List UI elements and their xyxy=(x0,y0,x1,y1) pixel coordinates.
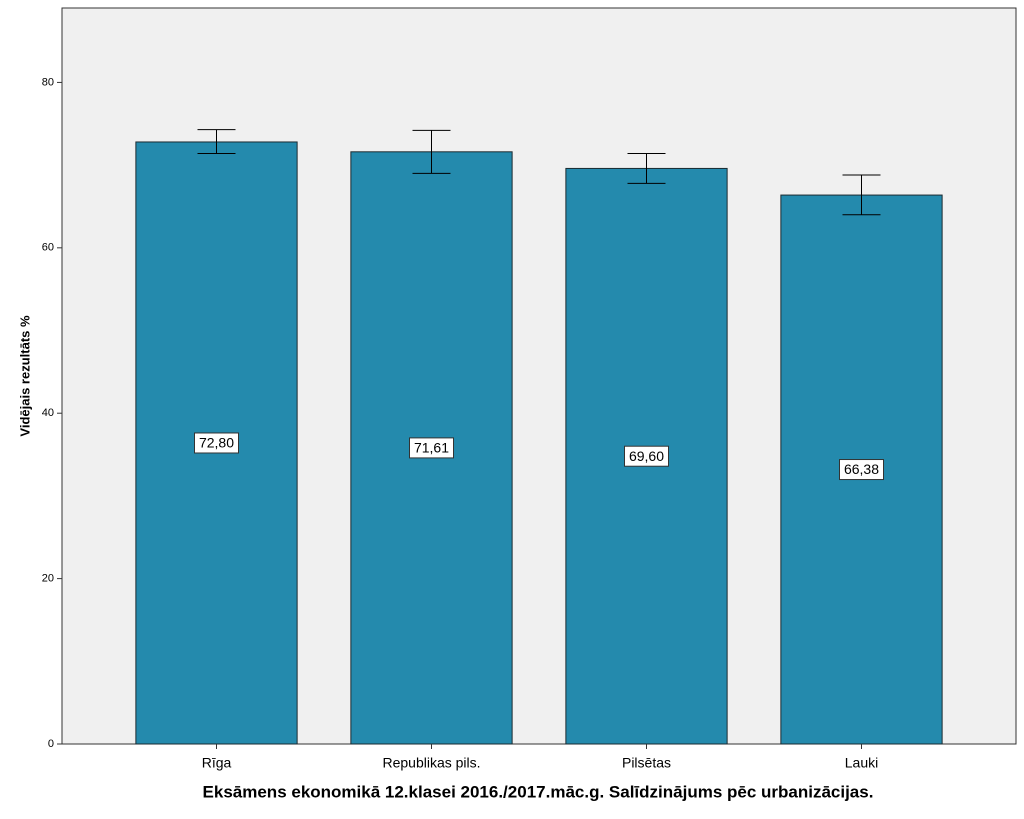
value-label-box xyxy=(839,459,884,481)
y-tick-label: 0 xyxy=(48,738,54,750)
value-label-box xyxy=(624,445,669,467)
chart-title: Eksāmens ekonomikā 12.klasei 2016./2017.… xyxy=(203,782,874,801)
error-bar xyxy=(197,129,236,155)
y-tick-label: 40 xyxy=(42,407,54,419)
x-tick-label: Lauki xyxy=(845,755,878,771)
y-axis-label: Vidējais rezultāts % xyxy=(17,315,32,437)
x-tick-label: Rīga xyxy=(202,755,232,771)
error-bar xyxy=(842,174,881,216)
x-tick-label: Pilsētas xyxy=(622,755,671,771)
y-tick-label: 60 xyxy=(42,242,54,254)
value-label-box xyxy=(194,432,239,454)
value-label: 69,60 xyxy=(629,448,664,464)
x-tick-label: Republikas pils. xyxy=(382,755,480,771)
y-tick-label: 80 xyxy=(42,76,54,88)
error-bar xyxy=(627,153,666,184)
y-tick-label: 20 xyxy=(42,573,54,585)
value-label-box xyxy=(409,437,454,459)
value-label: 66,38 xyxy=(844,461,879,477)
value-label: 72,80 xyxy=(199,435,234,451)
error-bar xyxy=(412,129,451,174)
value-label: 71,61 xyxy=(414,440,449,456)
